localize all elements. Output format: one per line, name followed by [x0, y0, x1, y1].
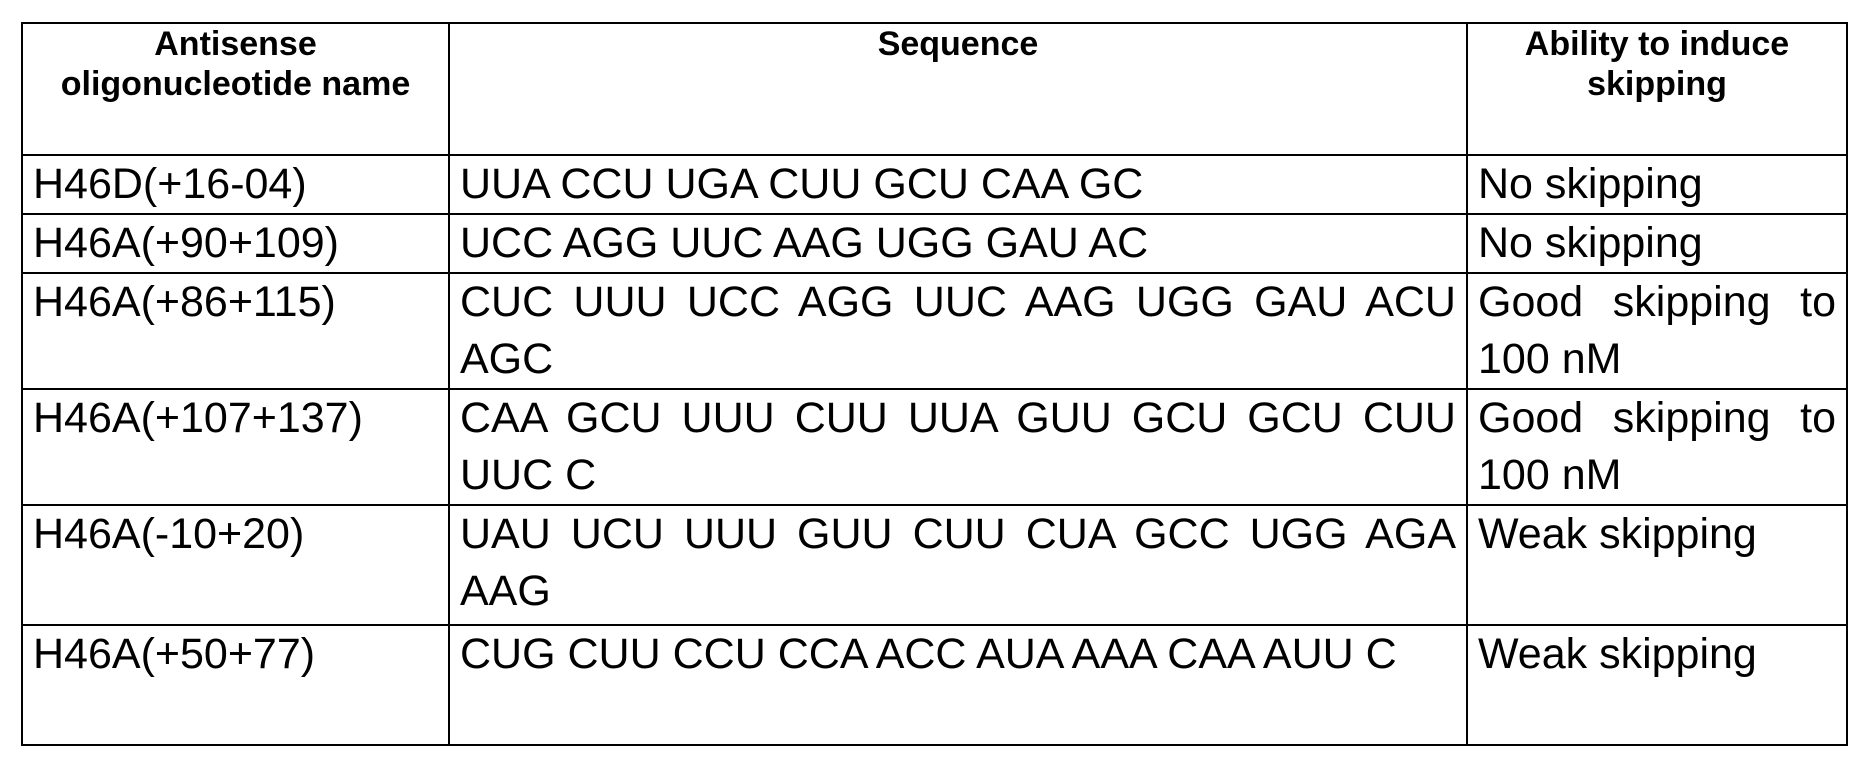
skipping-ability: Weak skipping	[1467, 505, 1847, 625]
oligo-name: H46A(+86+115)	[22, 273, 449, 389]
table-row: H46D(+16-04)UUA CCU UGA CUU GCU CAA GCNo…	[22, 155, 1847, 214]
table-row: H46A(-10+20)UAU UCU UUU GUU CUU CUA GCC …	[22, 505, 1847, 625]
skipping-ability: No skipping	[1467, 214, 1847, 273]
table-row: H46A(+86+115)CUC UUU UCC AGG UUC AAG UGG…	[22, 273, 1847, 389]
skipping-ability: Good skipping to 100 nM	[1467, 389, 1847, 505]
skipping-ability: Weak skipping	[1467, 625, 1847, 745]
sequence: UAU UCU UUU GUU CUU CUA GCC UGG AGA AAG	[449, 505, 1467, 625]
header-cell: Sequence	[449, 23, 1467, 155]
skipping-ability: Good skipping to 100 nM	[1467, 273, 1847, 389]
sequence: UCC AGG UUC AAG UGG GAU AC	[449, 214, 1467, 273]
oligo-name: H46A(+50+77)	[22, 625, 449, 745]
sequence: CUC UUU UCC AGG UUC AAG UGG GAU ACU AGC	[449, 273, 1467, 389]
table-row: H46A(+107+137)CAA GCU UUU CUU UUA GUU GC…	[22, 389, 1847, 505]
oligo-name: H46D(+16-04)	[22, 155, 449, 214]
skipping-ability: No skipping	[1467, 155, 1847, 214]
sequence: CAA GCU UUU CUU UUA GUU GCU GCU CUU UUC …	[449, 389, 1467, 505]
header-cell: Antisense oligonucleotide name	[22, 23, 449, 155]
results-table: Antisense oligonucleotide name Sequence …	[21, 22, 1848, 746]
header-cell: Ability to induce skipping	[1467, 23, 1847, 155]
sequence: UUA CCU UGA CUU GCU CAA GC	[449, 155, 1467, 214]
table-row: H46A(+50+77)CUG CUU CCU CCA ACC AUA AAA …	[22, 625, 1847, 745]
table-row: H46A(+90+109)UCC AGG UUC AAG UGG GAU ACN…	[22, 214, 1847, 273]
sequence: CUG CUU CCU CCA ACC AUA AAA CAA AUU C	[449, 625, 1467, 745]
oligo-name: H46A(+107+137)	[22, 389, 449, 505]
table-body: Antisense oligonucleotide name Sequence …	[22, 23, 1847, 745]
oligo-name: H46A(-10+20)	[22, 505, 449, 625]
header-row: Antisense oligonucleotide name Sequence …	[22, 23, 1847, 155]
oligo-name: H46A(+90+109)	[22, 214, 449, 273]
